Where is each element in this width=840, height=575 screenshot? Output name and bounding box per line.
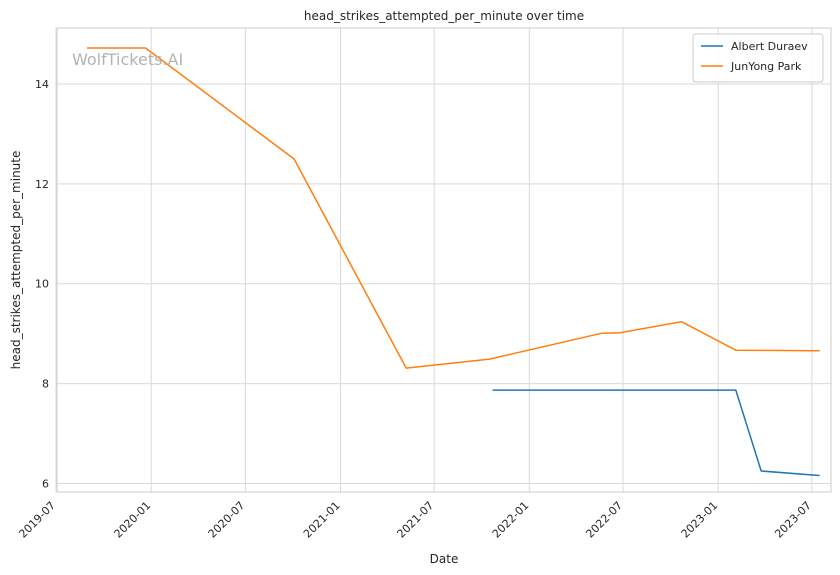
plot-area-frame [56,27,832,493]
x-axis-title: Date [430,552,459,566]
legend-box [692,33,824,83]
grid [55,28,831,492]
y-axis-title: head_strikes_attempted_per_minute [9,151,23,370]
y-tick-label: 14 [35,78,49,91]
series-line-albert-duraev [492,389,820,477]
legend-label: Albert Duraev [731,40,808,53]
series-layer [86,47,820,477]
series-line-junyong-park [86,47,820,369]
y-tick-label: 8 [42,378,49,391]
legend-label: JunYong Park [730,60,802,73]
y-tick-label: 6 [42,478,49,491]
y-tick-label: 12 [35,178,49,191]
watermark: WolfTickets.AI [72,50,183,69]
y-tick-label: 10 [35,278,49,291]
chart-title: head_strikes_attempted_per_minute over t… [304,9,584,23]
legend: Albert Duraev JunYong Park [692,33,824,83]
